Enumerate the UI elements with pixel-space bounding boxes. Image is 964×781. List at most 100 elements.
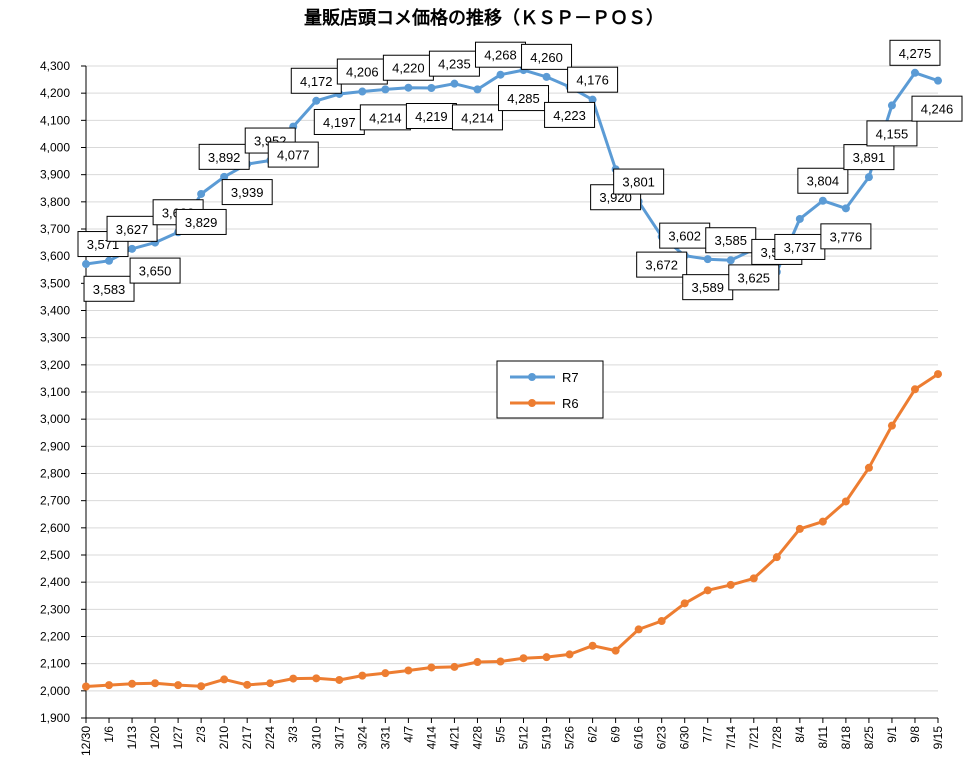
x-tick-label: 5/19 xyxy=(540,726,554,750)
legend-r7-marker xyxy=(528,373,536,381)
data-label-text: 3,892 xyxy=(208,150,241,165)
data-label-r7: 3,625 xyxy=(728,264,780,291)
series-r7-point xyxy=(726,256,735,265)
series-r6-point xyxy=(634,625,643,634)
series-r7-point xyxy=(82,260,90,269)
data-label-box xyxy=(221,179,273,206)
data-label-r7: 3,602 xyxy=(659,222,711,249)
x-tick-label: 4/21 xyxy=(447,726,461,750)
chart-title: 量販店頭コメ価格の推移（ＫＳＰ－ＰＯＳ） xyxy=(304,7,664,29)
data-label-r7: 3,892 xyxy=(198,143,250,170)
data-label-r7: 4,223 xyxy=(544,101,596,128)
series-r7-point xyxy=(404,83,413,92)
legend-r7-label: R7 xyxy=(562,370,579,385)
series-r7-point xyxy=(197,189,206,198)
data-label-text: 4,285 xyxy=(507,91,540,106)
data-label-text: 4,260 xyxy=(530,50,563,65)
data-label-box xyxy=(267,141,319,168)
x-tick-label: 6/9 xyxy=(609,726,623,743)
series-r6-point xyxy=(335,675,344,684)
series-r6-point xyxy=(289,674,298,683)
y-tick-label: 3,900 xyxy=(40,168,70,182)
data-label-box xyxy=(129,257,181,284)
data-label-r7: 4,176 xyxy=(567,66,619,93)
x-tick-label: 3/3 xyxy=(286,726,300,743)
y-tick-label: 4,000 xyxy=(40,141,70,155)
series-r6-point xyxy=(358,671,367,680)
y-tick-label: 2,700 xyxy=(40,494,70,508)
data-label-box xyxy=(544,101,596,128)
data-label-box xyxy=(797,167,849,194)
x-tick-label: 8/18 xyxy=(839,726,853,750)
data-label-box xyxy=(911,95,963,122)
data-label-r7: 4,155 xyxy=(866,120,918,147)
x-tick-label: 2/10 xyxy=(217,726,231,750)
x-tick-label: 2/24 xyxy=(263,726,277,750)
series-r7-point xyxy=(312,96,321,105)
x-tick-label: 9/8 xyxy=(908,726,922,743)
data-label-box xyxy=(198,143,250,170)
x-tick-label: 2/3 xyxy=(194,726,208,743)
series-r7-point xyxy=(818,196,827,205)
data-label-text: 3,583 xyxy=(93,282,126,297)
data-label-box xyxy=(474,41,526,68)
data-label-box xyxy=(866,120,918,147)
series-r6-point xyxy=(680,599,689,608)
data-label-text: 3,602 xyxy=(668,229,701,244)
data-label-text: 4,206 xyxy=(346,65,379,80)
x-tick-label: 1/27 xyxy=(171,726,185,750)
data-label-r7: 4,206 xyxy=(336,58,388,85)
data-label-r7: 4,275 xyxy=(889,39,941,66)
series-r7-point xyxy=(588,95,597,104)
x-axis-ticks: 12/30 1/6 1/13 1/20 1/27 2/3 2/10 2/17 2/24 3/3 3/… xyxy=(79,718,945,756)
data-label-box xyxy=(705,227,757,254)
data-label-r7: 3,583 xyxy=(83,275,135,302)
y-tick-label: 3,800 xyxy=(40,195,70,209)
y-tick-label: 2,000 xyxy=(40,684,70,698)
series-r7-point xyxy=(381,85,390,94)
series-r7-point xyxy=(910,68,919,77)
data-label-box xyxy=(405,103,457,130)
x-tick-label: 8/11 xyxy=(816,726,830,749)
x-tick-label: 8/25 xyxy=(862,726,876,750)
series-r7-point xyxy=(496,70,505,79)
series-r6-point xyxy=(611,646,620,655)
data-label-text: 4,235 xyxy=(438,57,471,72)
y-tick-label: 3,000 xyxy=(40,412,70,426)
x-tick-label: 5/5 xyxy=(493,726,507,743)
data-label-r7: 3,829 xyxy=(175,208,227,235)
series-r6-point xyxy=(795,524,804,533)
data-label-box xyxy=(774,233,826,260)
y-tick-label: 4,200 xyxy=(40,86,70,100)
data-label-r7: 4,235 xyxy=(428,50,480,77)
series-r6-point xyxy=(473,658,482,667)
series-r6-point xyxy=(519,654,528,663)
y-tick-label: 2,500 xyxy=(40,548,70,562)
data-label-r7: 4,197 xyxy=(313,108,365,135)
series-r6 xyxy=(82,370,942,691)
data-label-box xyxy=(889,39,941,66)
data-label-box xyxy=(428,50,480,77)
series-r6-point xyxy=(726,580,735,589)
data-label-box xyxy=(83,275,135,302)
x-tick-label: 1/6 xyxy=(102,726,116,743)
y-tick-label: 3,500 xyxy=(40,276,70,290)
data-label-box xyxy=(290,67,342,94)
data-label-box xyxy=(313,108,365,135)
data-label-box xyxy=(636,251,688,278)
series-r7-point xyxy=(795,214,804,223)
series-r6-point xyxy=(818,517,827,526)
data-label-text: 4,214 xyxy=(461,110,494,125)
y-tick-label: 3,700 xyxy=(40,222,70,236)
series-r7-point xyxy=(450,79,459,88)
data-label-box xyxy=(498,85,550,112)
data-label-box xyxy=(843,144,895,171)
series-r7-point xyxy=(473,85,482,94)
x-tick-label: 5/12 xyxy=(517,726,531,750)
y-tick-label: 2,300 xyxy=(40,602,70,616)
data-label-r7: 3,585 xyxy=(705,227,757,254)
series-r6-point xyxy=(404,666,413,675)
x-tick-label: 9/15 xyxy=(931,726,945,750)
series-r6-point xyxy=(749,574,758,583)
